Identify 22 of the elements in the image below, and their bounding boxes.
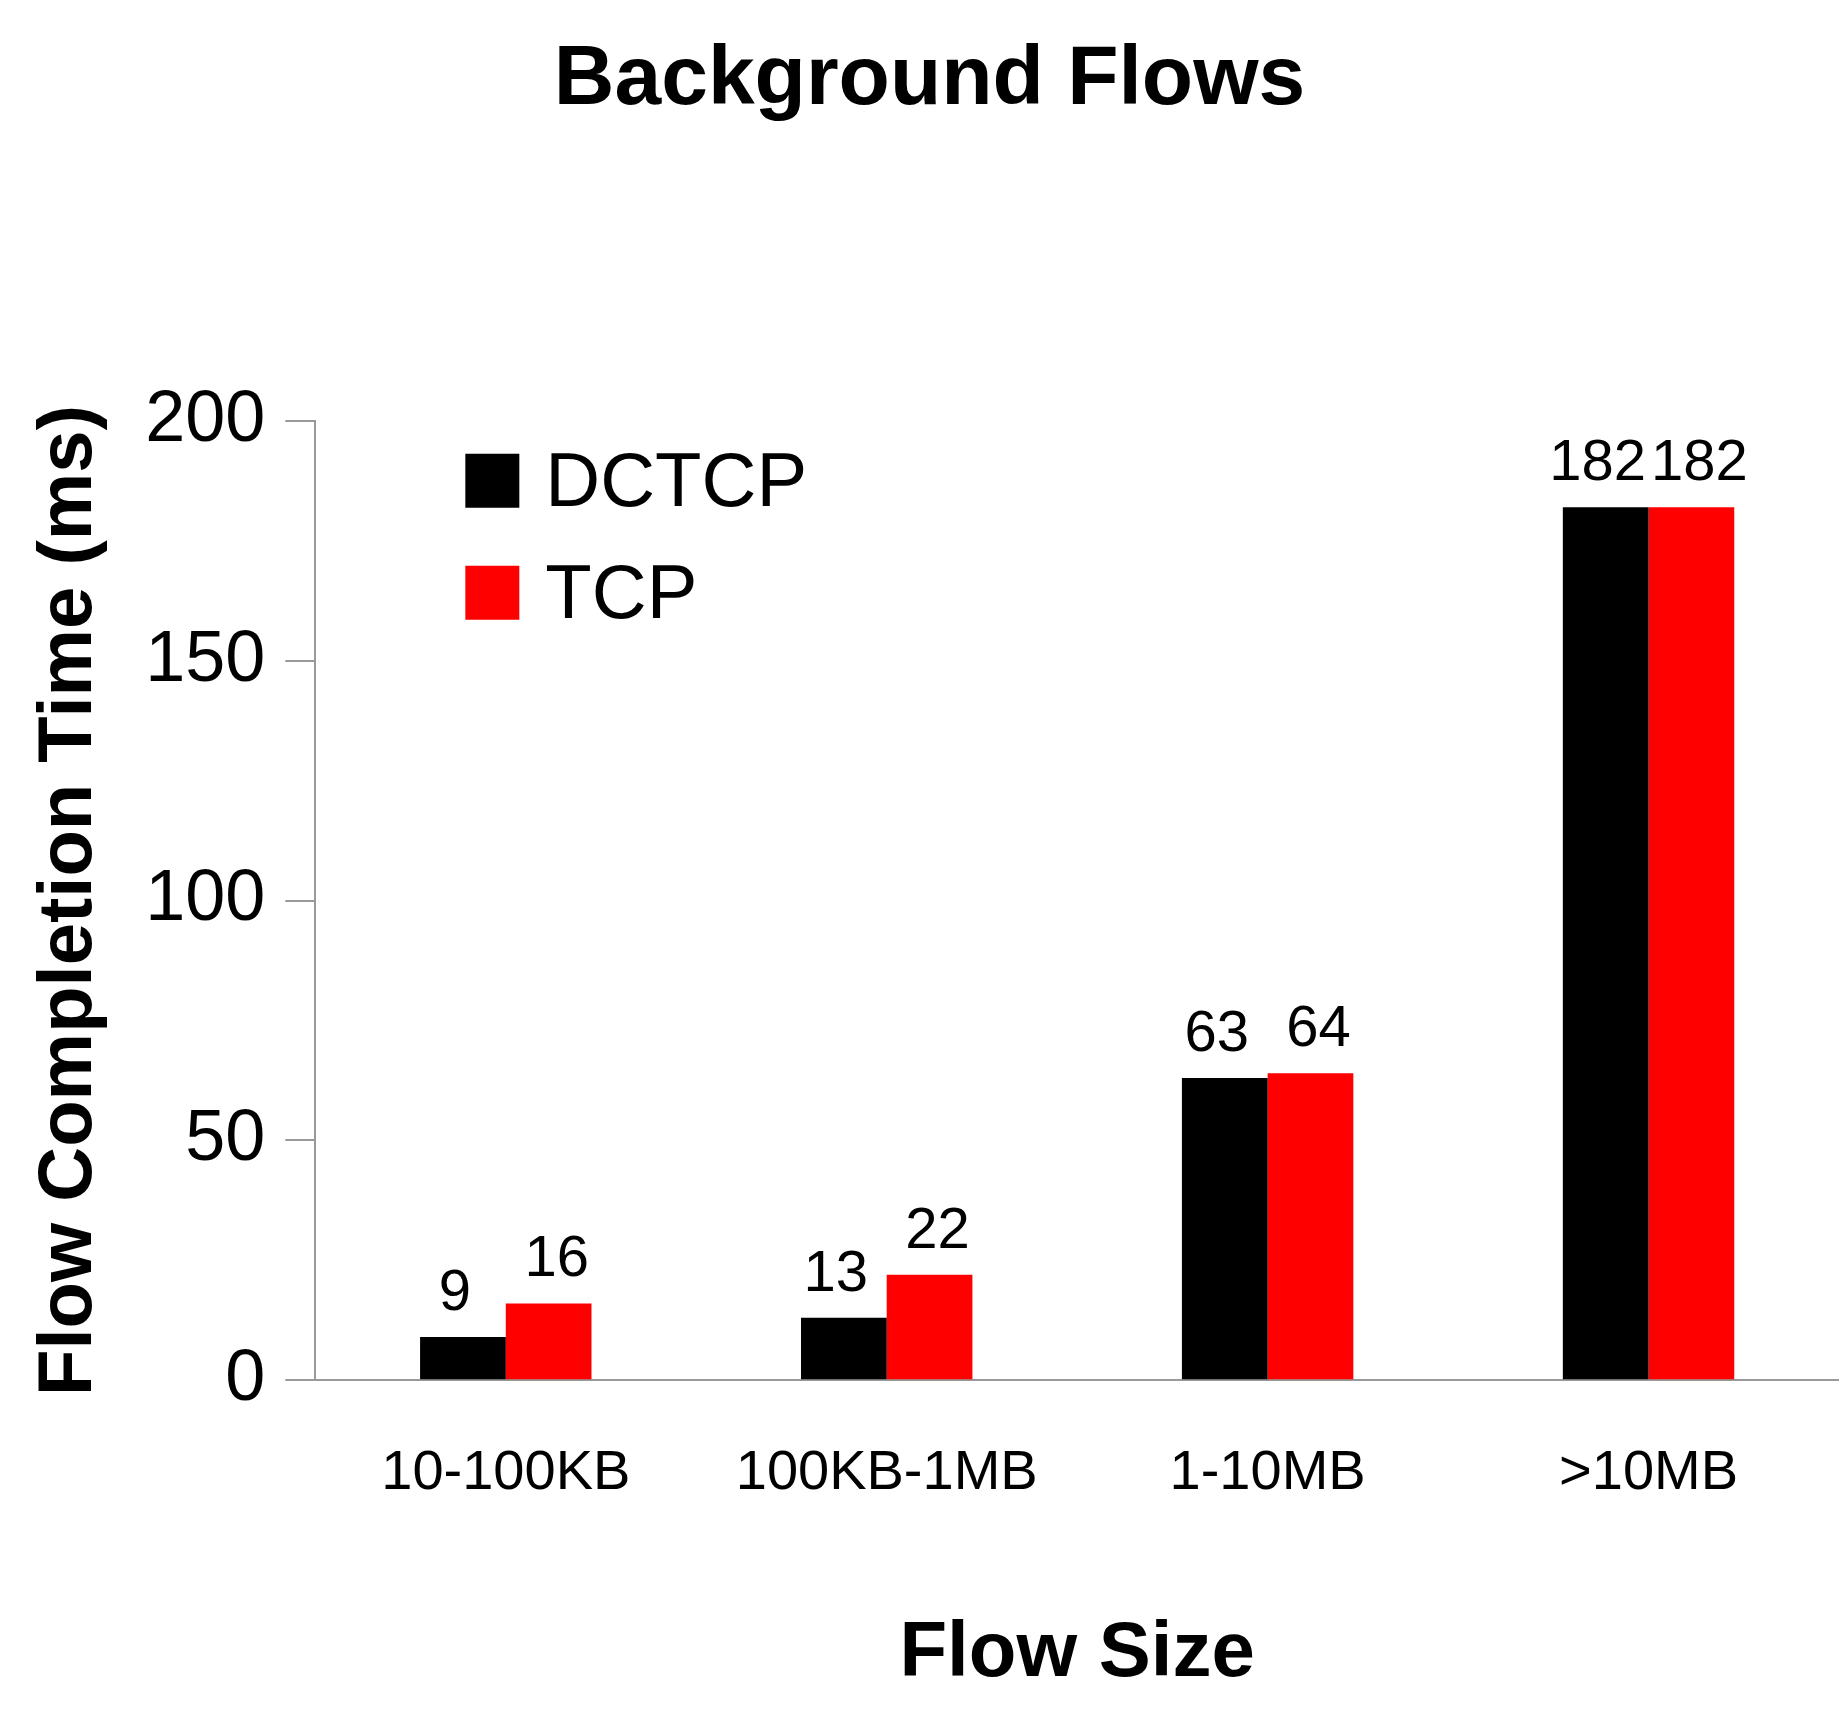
data-label: 9 <box>438 1257 472 1323</box>
legend-label: TCP <box>545 548 698 634</box>
data-label: 16 <box>524 1223 589 1289</box>
x-tick-label: >10MB <box>1559 1438 1739 1502</box>
y-tick-label: 50 <box>185 1095 266 1176</box>
data-label: 22 <box>905 1194 970 1260</box>
x-axis-title: Flow Size <box>899 1604 1255 1693</box>
data-label: 64 <box>1286 993 1351 1059</box>
y-tick-label: 0 <box>225 1335 266 1416</box>
data-label: 182 <box>1549 427 1647 493</box>
y-tick-label: 150 <box>145 615 266 696</box>
data-label: 182 <box>1651 427 1748 493</box>
x-tick-label: 100KB-1MB <box>735 1438 1038 1502</box>
legend-label: DCTCP <box>545 436 808 522</box>
data-label: 13 <box>803 1237 869 1303</box>
x-tick-label: 1-10MB <box>1169 1438 1366 1502</box>
y-tick-label: 200 <box>145 375 266 456</box>
data-label: 63 <box>1184 997 1250 1063</box>
chart-title: Background Flows <box>553 27 1306 122</box>
y-tick-label: 100 <box>145 855 266 936</box>
y-axis-title: Flow Completion Time (ms) <box>21 405 107 1396</box>
x-tick-label: 10-100KB <box>381 1438 631 1502</box>
